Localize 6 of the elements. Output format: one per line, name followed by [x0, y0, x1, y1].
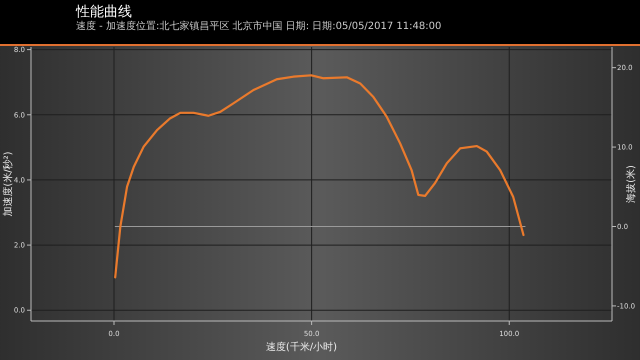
chart-title: 性能曲线	[75, 4, 132, 20]
line-series	[114, 74, 525, 278]
y2-axis-title: 海拔(米)	[625, 165, 637, 203]
y-axis-title: 加速度(米/秒²)	[2, 151, 14, 217]
chart-subtitle: 速度 - 加速度位置:北七家镇昌平区 北京市中国 日期: 日期:05/05/2017 11:48:00	[76, 20, 442, 32]
x-axis-title: 速度(千米/小时)	[266, 341, 338, 353]
